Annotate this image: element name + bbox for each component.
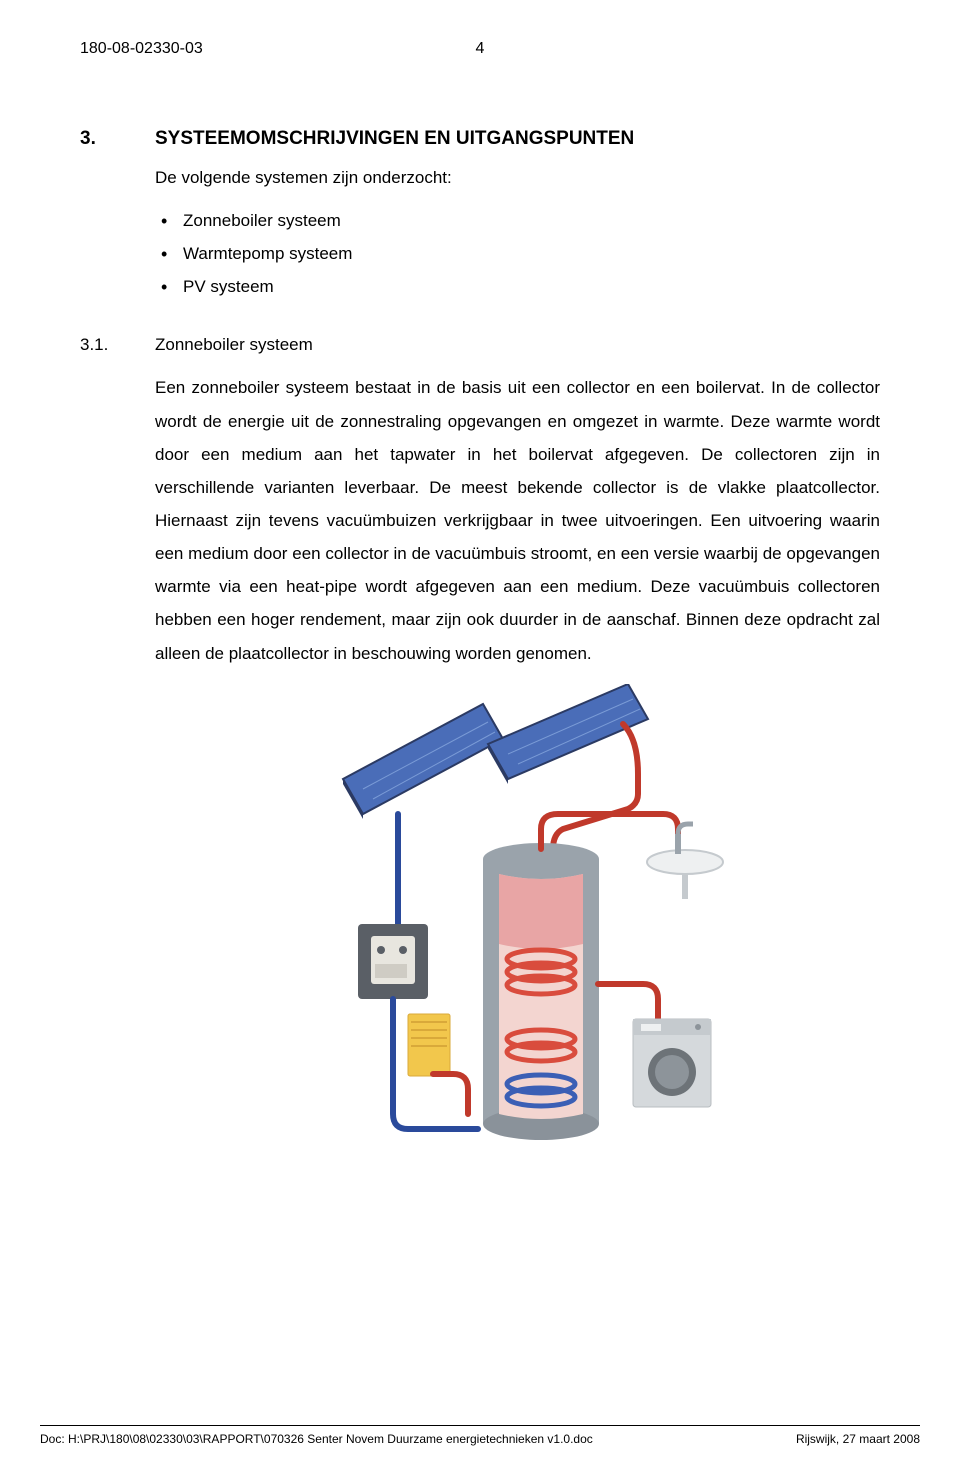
page-header: 180-08-02330-03 4 (80, 40, 880, 58)
page-footer: Doc: H:\PRJ\180\08\02330\03\RAPPORT\0703… (40, 1425, 920, 1446)
systems-list: Zonneboiler systeem Warmtepomp systeem P… (155, 204, 880, 303)
doc-id: 180-08-02330-03 (80, 40, 203, 58)
section-title: SYSTEEMOMSCHRIJVINGEN EN UITGANGSPUNTEN (155, 128, 634, 150)
list-item: PV systeem (155, 270, 880, 303)
subsection-heading: 3.1.Zonneboiler systeem (155, 335, 880, 355)
subsection-paragraph: Een zonneboiler systeem bestaat in de ba… (155, 371, 880, 669)
section-number: 3. (80, 128, 155, 150)
subsection-number: 3.1. (80, 335, 155, 355)
system-diagram (155, 684, 880, 1154)
section-intro: De volgende systemen zijn onderzocht: (155, 168, 880, 188)
list-item: Warmtepomp systeem (155, 237, 880, 270)
section-heading: 3. SYSTEEMOMSCHRIJVINGEN EN UITGANGSPUNT… (80, 128, 880, 150)
footer-date: Rijswijk, 27 maart 2008 (796, 1432, 920, 1446)
footer-doc-path: Doc: H:\PRJ\180\08\02330\03\RAPPORT\0703… (40, 1432, 593, 1446)
page-number: 4 (476, 40, 485, 58)
subsection-title: Zonneboiler systeem (155, 335, 313, 354)
list-item: Zonneboiler systeem (155, 204, 880, 237)
